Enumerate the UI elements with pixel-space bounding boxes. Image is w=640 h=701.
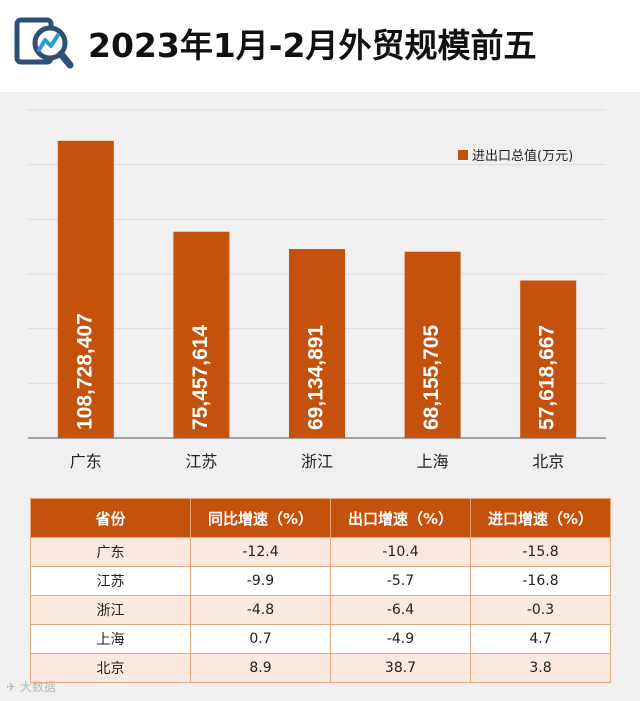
bar <box>173 231 230 438</box>
table-cell: -15.8 <box>470 537 611 567</box>
table-cell: 浙江 <box>30 595 191 625</box>
table-cell: -10.4 <box>330 537 471 567</box>
table-cell: -5.7 <box>330 566 471 596</box>
table-cell: -12.4 <box>190 537 331 567</box>
bar-value-label: 108,728,407 <box>73 313 96 430</box>
table-cell: -4.9 <box>330 624 471 654</box>
table-row: 广东 -12.4 -10.4 -15.8 <box>30 537 611 567</box>
x-tick-label: 浙江 <box>301 452 333 471</box>
table-cell: -16.8 <box>470 566 611 596</box>
table-cell: 0.7 <box>190 624 331 654</box>
bar <box>289 249 345 438</box>
table-cell: 8.9 <box>190 653 331 683</box>
legend-swatch <box>458 150 468 160</box>
watermark-icon: ✈ <box>6 680 17 694</box>
header: 2023年1月-2月外贸规模前五 <box>0 0 640 92</box>
table-cell: 3.8 <box>470 653 611 683</box>
table-header-row: 省份 同比增速（%） 出口增速（%） 进口增速（%） <box>30 498 611 538</box>
growth-table: 省份 同比增速（%） 出口增速（%） 进口增速（%） 广东 -12.4 -10.… <box>30 498 611 683</box>
watermark: ✈ 大数据 <box>6 678 56 695</box>
table-cell: -9.9 <box>190 566 331 596</box>
bar-value-label: 57,618,667 <box>536 325 559 430</box>
table-row: 浙江 -4.8 -6.4 -0.3 <box>30 595 611 625</box>
bar-value-label: 69,134,891 <box>305 325 328 430</box>
x-tick-label: 广东 <box>70 452 102 471</box>
magnifier-chart-icon <box>14 17 74 69</box>
table-row: 上海 0.7 -4.9 4.7 <box>30 624 611 654</box>
table-cell: 38.7 <box>330 653 471 683</box>
table-cell: -4.8 <box>190 595 331 625</box>
page-title: 2023年1月-2月外贸规模前五 <box>88 26 537 65</box>
table-cell: 4.7 <box>470 624 611 654</box>
table-header-cell: 省份 <box>30 498 191 538</box>
watermark-text: 大数据 <box>19 680 56 694</box>
table-cell: -0.3 <box>470 595 611 625</box>
table-header-cell: 出口增速（%） <box>330 498 471 538</box>
table-row: 江苏 -9.9 -5.7 -16.8 <box>30 566 611 596</box>
table-row: 北京 8.9 38.7 3.8 <box>30 653 611 683</box>
legend-label: 进出口总值(万元) <box>472 148 573 164</box>
x-tick-label: 上海 <box>417 452 449 471</box>
x-tick-label: 江苏 <box>185 452 217 471</box>
table-cell: -6.4 <box>330 595 471 625</box>
table-header-cell: 进口增速（%） <box>470 498 611 538</box>
bar-value-label: 68,155,705 <box>420 325 443 430</box>
bar <box>520 280 577 438</box>
table-cell: 上海 <box>30 624 191 654</box>
table-cell: 江苏 <box>30 566 191 596</box>
table-cell: 广东 <box>30 537 191 567</box>
bar-value-label: 75,457,614 <box>189 325 212 430</box>
table-cell: 北京 <box>30 653 191 683</box>
table-header-cell: 同比增速（%） <box>190 498 331 538</box>
x-tick-label: 北京 <box>532 452 564 471</box>
bar <box>57 140 114 438</box>
bar-chart: 108,728,407 广东 75,457,614 江苏 69,134,891 浙江 68,… <box>28 109 606 471</box>
bar <box>404 251 461 438</box>
